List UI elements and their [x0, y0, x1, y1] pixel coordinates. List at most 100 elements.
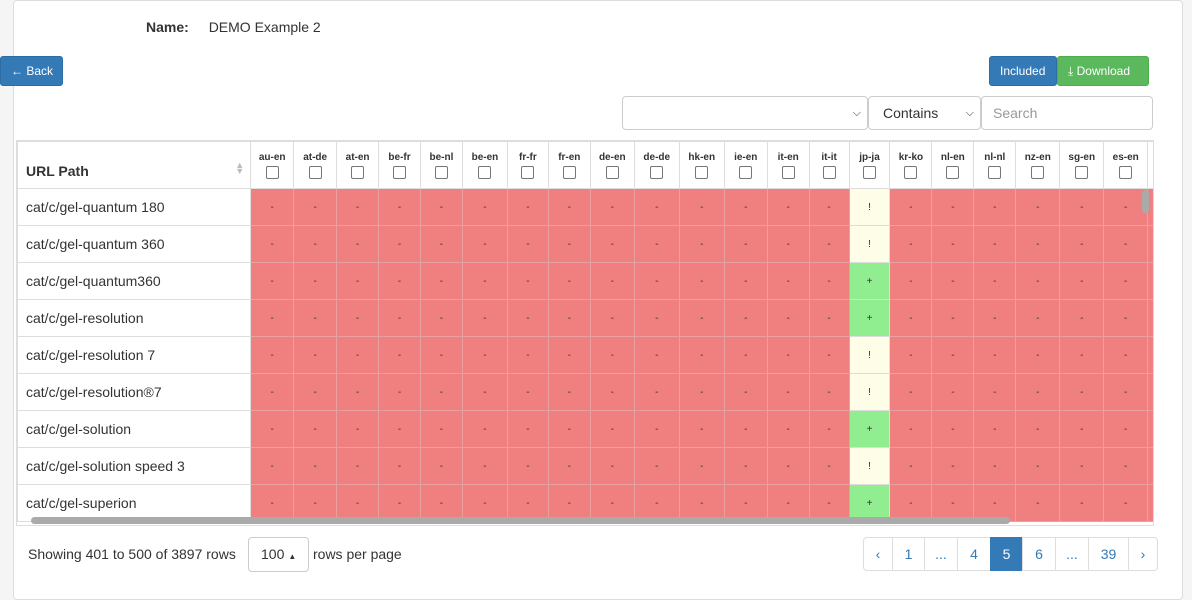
missing-cell: - — [931, 188, 975, 226]
rows-per-page-label: rows per page — [313, 546, 402, 562]
missing-cell: - — [633, 225, 680, 263]
locale-checkbox[interactable] — [521, 166, 535, 179]
table-row[interactable]: cat/c/gel-quantum 360- - - - - - - - - - - - - -! - - - -… — [17, 225, 1153, 263]
locale-checkbox[interactable] — [393, 166, 407, 179]
vertical-scrollbar[interactable] — [1142, 190, 1149, 213]
status-cell: ! — [848, 188, 891, 226]
pagination: ‹ 1... 4 5 6... 39 › — [863, 537, 1158, 571]
missing-cell: - — [889, 484, 933, 522]
missing-cell: - — [589, 262, 635, 300]
locale-checkbox[interactable] — [265, 166, 279, 179]
locale-header: at-en — [336, 141, 380, 189]
missing-cell: - — [506, 484, 549, 522]
table-row[interactable]: cat/c/gel-solution--------------+------- — [17, 410, 1153, 448]
missing-cell: - — [973, 262, 1017, 300]
missing-cell: - — [378, 484, 421, 522]
locale-checkbox[interactable] — [904, 166, 918, 179]
missing-cell: - — [973, 484, 1017, 522]
missing-cell: - — [293, 336, 338, 374]
page-button[interactable]: ... — [1055, 537, 1089, 571]
locale-checkbox[interactable] — [308, 166, 322, 179]
locale-checkbox[interactable] — [351, 166, 365, 179]
locale-checkbox[interactable] — [434, 166, 448, 179]
locale-checkbox[interactable] — [695, 166, 709, 179]
back-button[interactable]: ← Back — [0, 56, 63, 86]
page-button[interactable]: ... — [924, 537, 958, 571]
table-row[interactable]: cat/c/gel-resolution - - - - - - - - - - - - - - + - - - - -… — [17, 299, 1153, 337]
missing-cell: - — [461, 484, 508, 522]
locale-label: sg-en — [1068, 152, 1096, 163]
page-button[interactable]: 6 — [1022, 537, 1056, 571]
missing-cell: - — [1059, 336, 1105, 374]
missing-cell: - — [1103, 484, 1149, 522]
locale-header: nl-nl — [973, 141, 1017, 189]
missing-cell: - — [1015, 373, 1061, 411]
missing-cell: - — [766, 410, 810, 448]
locale-checkbox[interactable] — [1075, 166, 1089, 179]
missing-cell: - — [506, 262, 549, 300]
search-input[interactable] — [981, 96, 1153, 130]
missing-cell: - — [808, 225, 850, 263]
page-button[interactable]: 39 — [1088, 537, 1129, 571]
locale-label: be-nl — [429, 152, 454, 163]
page-button[interactable]: 1 — [892, 537, 925, 571]
included-button[interactable]: Included — [989, 56, 1057, 86]
missing-cell: - — [461, 299, 508, 337]
missing-cell: - — [589, 299, 635, 337]
url-path-cell: cat/c/gel-quantum360 — [17, 262, 252, 300]
missing-cell: - — [336, 484, 380, 522]
locale-checkbox[interactable] — [605, 166, 619, 179]
locale-header: sg-en — [1059, 141, 1105, 189]
missing-cell: - — [461, 410, 508, 448]
missing-cell: - — [547, 262, 591, 300]
missing-cell: - — [506, 188, 549, 226]
prev-page-button[interactable]: ‹ — [863, 537, 893, 571]
locale-checkbox[interactable] — [822, 166, 836, 179]
missing-cell: - — [378, 373, 421, 411]
locale-checkbox[interactable] — [739, 166, 753, 179]
locale-label: be-en — [471, 152, 499, 163]
locale-header: nl-en — [931, 141, 975, 189]
locale-checkbox[interactable] — [1031, 166, 1045, 179]
locale-checkbox[interactable] — [1119, 166, 1133, 179]
locale-checkbox[interactable] — [562, 166, 576, 179]
missing-cell: - — [678, 373, 725, 411]
missing-cell: - — [1103, 373, 1149, 411]
missing-cell: - — [589, 188, 635, 226]
next-page-button[interactable]: › — [1128, 537, 1158, 571]
locale-label: nl-nl — [984, 152, 1006, 163]
locale-checkbox[interactable] — [781, 166, 795, 179]
missing-cell: - — [547, 188, 591, 226]
page-size-dropdown[interactable]: 100 ▲ — [248, 537, 309, 572]
locale-label: it-en — [777, 152, 799, 163]
locale-checkbox[interactable] — [946, 166, 960, 179]
table-row[interactable]: cat/c/gel-resolution®7- - - - - - - - - - - - - -! - - -… — [17, 373, 1153, 411]
table-row[interactable]: cat/c/gel-quantum360- - - - - - - - - - - - - - + - - - - -… — [17, 262, 1153, 300]
download-button[interactable]: ⤓ Download — [1057, 56, 1149, 86]
missing-cell: - — [1059, 410, 1105, 448]
url-path-header[interactable]: URL Path ▲ ▼ — [17, 141, 252, 189]
locale-checkbox[interactable] — [863, 166, 876, 179]
missing-cell: - — [723, 447, 768, 485]
missing-cell: - — [633, 188, 680, 226]
locale-checkbox[interactable] — [650, 166, 664, 179]
missing-cell: - — [420, 336, 463, 374]
locale-checkbox[interactable] — [988, 166, 1002, 179]
horizontal-scrollbar[interactable] — [31, 517, 1010, 524]
locale-checkbox[interactable] — [478, 166, 492, 179]
missing-cell: - — [1015, 447, 1061, 485]
column-select[interactable]: ⌵ — [622, 96, 868, 130]
page-button[interactable]: 4 — [957, 537, 991, 571]
missing-cell: - — [589, 484, 635, 522]
table-row[interactable]: cat/c/gel-superion--------------+------- — [17, 484, 1153, 522]
missing-cell: - — [1147, 262, 1153, 300]
missing-cell: - — [378, 262, 421, 300]
match-mode-select[interactable]: Contains ⌵ — [868, 96, 981, 130]
missing-cell: - — [633, 410, 680, 448]
missing-cell: - — [1015, 484, 1061, 522]
table-row[interactable]: cat/c/gel-resolution 7- - - - - - - - - - - - - -! - - -… — [17, 336, 1153, 374]
locale-header: at-de — [293, 141, 338, 189]
table-row[interactable]: cat/c/gel-solution speed 3--------------… — [17, 447, 1153, 485]
page-button[interactable]: 5 — [990, 537, 1023, 571]
table-row[interactable]: cat/c/gel-quantum 180- - - - - - - - - - - - - -! - - - -… — [17, 188, 1153, 226]
